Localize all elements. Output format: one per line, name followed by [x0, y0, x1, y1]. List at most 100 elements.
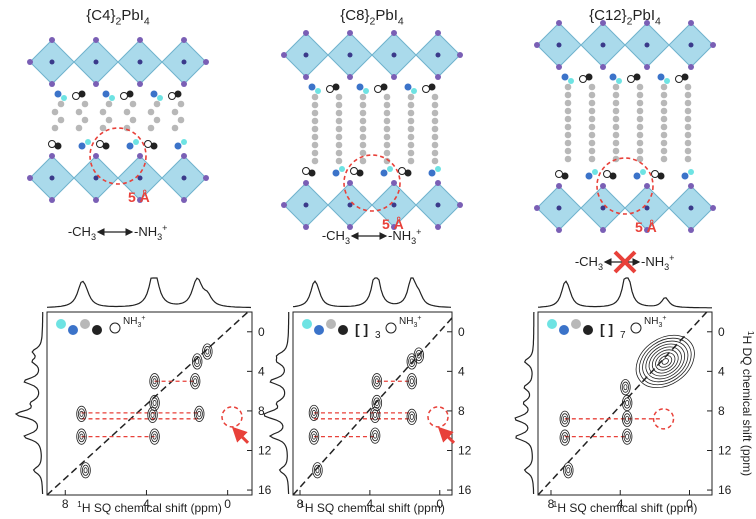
methyl	[561, 172, 569, 180]
contour	[621, 428, 633, 445]
ammonium	[657, 73, 665, 81]
group-label: -CH3	[322, 228, 350, 246]
dq-projection	[14, 312, 44, 495]
contour	[373, 411, 378, 418]
iodide	[347, 74, 353, 80]
carbon	[335, 117, 343, 125]
lead	[347, 52, 353, 58]
carbon	[171, 124, 179, 132]
contour	[648, 346, 682, 377]
ammonium	[78, 142, 86, 150]
y-tick-label: 0	[258, 325, 265, 339]
y-tick-label: 16	[718, 483, 732, 497]
carbon	[431, 125, 439, 133]
ch-hydrogen	[398, 167, 406, 175]
nh-hydrogen	[363, 88, 369, 94]
y-axis-label-part: 1	[746, 331, 756, 336]
carbon	[359, 117, 367, 125]
contour	[623, 384, 628, 391]
ammonium	[356, 83, 364, 91]
iodide	[556, 20, 562, 26]
iodide	[93, 37, 99, 43]
ammonium	[633, 172, 641, 180]
iodide	[600, 20, 606, 26]
lead	[556, 42, 562, 48]
cross-peak	[189, 373, 201, 390]
x-axis-label-part: 1	[553, 499, 558, 509]
contour	[645, 343, 686, 380]
carbon	[431, 109, 439, 117]
highlight-circle	[221, 406, 243, 428]
y-axis-label: 1H DQ chemical shift (ppm)	[740, 331, 756, 476]
iodide	[391, 74, 397, 80]
nh3-label-part: +	[662, 315, 666, 322]
contour	[149, 428, 160, 445]
carbon	[431, 117, 439, 125]
contour	[193, 355, 201, 367]
carbon	[636, 83, 644, 91]
lead	[93, 59, 99, 65]
y-tick-label: 16	[458, 483, 472, 497]
ammonium	[150, 90, 158, 98]
group-label-part: 3	[664, 262, 669, 272]
ammonium	[609, 73, 617, 81]
contour	[202, 343, 213, 360]
iodide	[49, 81, 55, 87]
cross-peak	[621, 394, 633, 412]
iodide	[203, 59, 209, 65]
x-tick-label: 0	[224, 497, 231, 511]
y-axis-label-part: H DQ chemical shift (ppm)	[740, 335, 754, 476]
iodide	[137, 37, 143, 43]
carbon	[311, 157, 319, 165]
cross-peak	[76, 428, 87, 445]
iodide	[600, 227, 606, 233]
nh-hydrogen	[61, 95, 67, 101]
methyl	[609, 172, 617, 180]
panel-title-part: 4	[655, 16, 661, 28]
carbon	[383, 109, 391, 117]
contour	[416, 352, 421, 359]
carbon	[311, 149, 319, 157]
plot-frame	[292, 311, 453, 496]
carbon	[684, 147, 692, 155]
panel-title-part: 2	[116, 16, 122, 28]
carbon	[588, 107, 596, 115]
panel-title-part: {C4}	[86, 7, 115, 24]
highlight-circle	[652, 408, 675, 430]
ch-hydrogen	[302, 167, 310, 175]
ammonium	[681, 172, 689, 180]
iodide	[303, 224, 309, 230]
methyl	[332, 83, 340, 91]
carbon	[311, 93, 319, 101]
methyl	[585, 73, 593, 81]
distance-circle	[596, 157, 654, 215]
contour	[79, 410, 84, 417]
cross-peak	[202, 343, 213, 360]
contour	[374, 400, 379, 406]
carbon	[564, 123, 572, 131]
y-tick-label: 8	[258, 404, 265, 418]
carbon	[57, 116, 65, 124]
distance-label: 5 Å	[635, 219, 657, 235]
carbon	[660, 83, 668, 91]
carbon	[431, 149, 439, 157]
ammonium	[174, 142, 182, 150]
highlight-arrow	[437, 426, 456, 444]
ch-hydrogen	[555, 170, 563, 178]
contour	[373, 375, 381, 387]
carbon	[407, 93, 415, 101]
carbon	[684, 107, 692, 115]
methyl	[633, 73, 641, 81]
iodide	[556, 183, 562, 189]
y-tick-label: 0	[718, 325, 725, 339]
iodide	[435, 180, 441, 186]
cross-peak	[620, 379, 631, 396]
y-tick-label: 0	[458, 325, 465, 339]
carbon	[431, 157, 439, 165]
contour	[150, 411, 155, 418]
cross-peak	[369, 427, 381, 444]
carbon	[564, 131, 572, 139]
cross-peak	[406, 408, 418, 425]
